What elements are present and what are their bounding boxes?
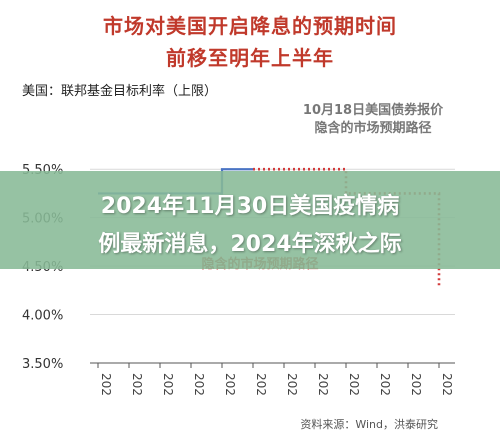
annotation-bond-quote: 10月18日美国债券报价 隐含的市场预期路径 (268, 102, 478, 138)
x-tick-label: 202 (254, 373, 268, 396)
x-tick-label: 202 (130, 373, 144, 396)
overlay-headline-line-2: 例最新消息，2024年深秋之际 (98, 232, 402, 257)
x-tick-label: 202 (99, 373, 113, 396)
annotation-line: 10月18日美国债券报价 (302, 103, 444, 118)
x-tick-label: 202 (223, 373, 237, 396)
x-tick-label: 202 (347, 373, 361, 396)
x-tick-label: 202 (378, 373, 392, 396)
x-tick-label: 202 (161, 373, 175, 396)
chart-subtitle: 前移至明年上半年 (166, 46, 334, 70)
y-axis-label: 美国：联邦基金目标利率（上限） (22, 84, 218, 99)
annotation-line: 隐含的市场预期路径 (314, 121, 432, 136)
x-tick-label: 202 (440, 373, 454, 396)
overlay-headline-line-1: 2024年11月30日美国疫情病 (100, 194, 400, 219)
overlay-banner (0, 171, 500, 269)
x-tick-label: 202 (316, 373, 330, 396)
source-note: 资料来源：Wind，洪泰研究 (300, 418, 438, 431)
y-tick-label: 4.00% (22, 309, 63, 324)
x-tick-label: 202 (192, 373, 206, 396)
y-tick-label: 3.50% (22, 357, 63, 372)
x-tick-label: 202 (285, 373, 299, 396)
chart-title: 市场对美国开启降息的预期时间 (103, 14, 397, 38)
series-line-1 (253, 167, 441, 286)
x-tick-label: 202 (409, 373, 423, 396)
